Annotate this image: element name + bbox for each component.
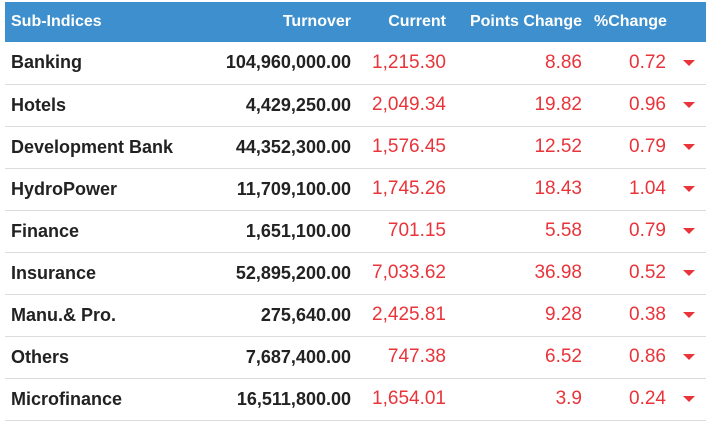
current-value: 1,745.26 xyxy=(372,178,446,199)
pct-change-value: 0.72 xyxy=(629,51,666,73)
table-row: HydroPower 11,709,100.00 1,745.26 18.43 1.04 xyxy=(5,168,706,210)
points-change-value: 12.52 xyxy=(534,136,582,157)
current-value: 2,425.81 xyxy=(372,304,446,325)
trend-cell xyxy=(672,210,706,252)
table-row: Finance 1,651,100.00 701.15 5.58 0.79 xyxy=(5,210,706,252)
table-row: Insurance 52,895,200.00 7,033.62 36.98 0.52 xyxy=(5,252,706,294)
table-row: Microfinance 16,511,800.00 1,654.01 3.9 0.24 xyxy=(5,378,706,420)
caret-down-icon xyxy=(683,101,695,108)
trend-cell xyxy=(672,378,706,420)
sub-index-name: Banking xyxy=(11,52,83,73)
current-value: 701.15 xyxy=(387,220,446,241)
points-change-value: 19.82 xyxy=(534,94,582,115)
current-value: 1,215.30 xyxy=(372,51,446,73)
trend-cell xyxy=(672,294,706,336)
pct-change-value: 0.96 xyxy=(629,94,666,115)
trend-cell xyxy=(672,168,706,210)
turnover-value: 16,511,800.00 xyxy=(236,388,351,409)
turnover-value: 52,895,200.00 xyxy=(235,262,351,283)
current-value: 1,654.01 xyxy=(372,388,446,409)
caret-down-icon xyxy=(683,269,695,276)
table-body: Banking 104,960,000.00 1,215.30 8.86 0.72 Hot… xyxy=(5,42,706,420)
points-change-value: 18.43 xyxy=(534,178,582,199)
current-value: 747.38 xyxy=(387,346,446,367)
header-current[interactable]: Current xyxy=(388,13,446,30)
caret-down-icon xyxy=(683,185,695,192)
header-points-change[interactable]: Points Change xyxy=(469,13,582,30)
table-row: Hotels 4,429,250.00 2,049.34 19.82 0.96 xyxy=(5,84,706,126)
pct-change-value: 0.79 xyxy=(629,136,666,157)
sub-index-name: Development Bank xyxy=(11,136,174,157)
turnover-value: 275,640.00 xyxy=(260,304,351,325)
caret-down-icon xyxy=(683,227,695,234)
points-change-value: 8.86 xyxy=(545,51,582,73)
trend-cell xyxy=(672,84,706,126)
sub-index-name: Hotels xyxy=(11,94,67,115)
header-turnover[interactable]: Turnover xyxy=(282,13,351,30)
caret-down-icon xyxy=(683,59,695,66)
points-change-value: 9.28 xyxy=(545,304,582,325)
caret-down-icon xyxy=(683,353,695,360)
sub-index-name: HydroPower xyxy=(11,178,118,199)
turnover-value: 7,687,400.00 xyxy=(245,346,351,367)
turnover-value: 11,709,100.00 xyxy=(236,178,351,199)
turnover-value: 104,960,000.00 xyxy=(225,52,351,73)
caret-down-icon xyxy=(683,143,695,150)
points-change-value: 5.58 xyxy=(545,220,582,241)
sub-index-name: Insurance xyxy=(11,262,97,283)
turnover-value: 1,651,100.00 xyxy=(245,220,351,241)
sub-index-name: Others xyxy=(11,346,70,367)
header-pct-change[interactable]: %Change xyxy=(594,13,667,30)
header-row: Sub-Indices Turnover Current Points Chan… xyxy=(5,2,706,42)
pct-change-value: 0.52 xyxy=(629,262,666,283)
trend-cell xyxy=(672,252,706,294)
current-value: 7,033.62 xyxy=(372,262,446,283)
pct-change-value: 0.38 xyxy=(629,304,666,325)
pct-change-value: 0.79 xyxy=(629,220,666,241)
caret-down-icon xyxy=(683,311,695,318)
trend-cell xyxy=(672,336,706,378)
header-trend xyxy=(672,2,706,42)
turnover-value: 44,352,300.00 xyxy=(235,136,351,157)
current-value: 1,576.45 xyxy=(372,136,446,157)
table-header: Sub-Indices Turnover Current Points Chan… xyxy=(5,2,706,42)
header-sub-indices[interactable]: Sub-Indices xyxy=(11,13,102,30)
sub-index-name: Microfinance xyxy=(11,388,123,409)
current-value: 2,049.34 xyxy=(372,94,446,115)
points-change-value: 6.52 xyxy=(545,346,582,367)
table-row: Others 7,687,400.00 747.38 6.52 0.86 xyxy=(5,336,706,378)
trend-cell xyxy=(672,126,706,168)
table-row: Banking 104,960,000.00 1,215.30 8.86 0.72 xyxy=(5,42,706,84)
table-row: Development Bank 44,352,300.00 1,576.45 12.… xyxy=(5,126,706,168)
sub-indices-table: Sub-Indices Turnover Current Points Chan… xyxy=(5,2,706,421)
trend-cell xyxy=(672,42,706,84)
sub-index-name: Manu.& Pro. xyxy=(11,304,117,325)
pct-change-value: 0.24 xyxy=(629,388,666,409)
turnover-value: 4,429,250.00 xyxy=(245,94,351,115)
pct-change-value: 0.86 xyxy=(629,346,666,367)
table-row: Manu.& Pro. 275,640.00 2,425.81 9.28 0.38 xyxy=(5,294,706,336)
sub-index-name: Finance xyxy=(11,220,80,241)
pct-change-value: 1.04 xyxy=(629,178,666,199)
points-change-value: 3.9 xyxy=(555,388,582,409)
points-change-value: 36.98 xyxy=(534,262,582,283)
caret-down-icon xyxy=(683,395,695,402)
sub-indices-panel: Sub-Indices Turnover Current Points Chan… xyxy=(5,2,706,421)
